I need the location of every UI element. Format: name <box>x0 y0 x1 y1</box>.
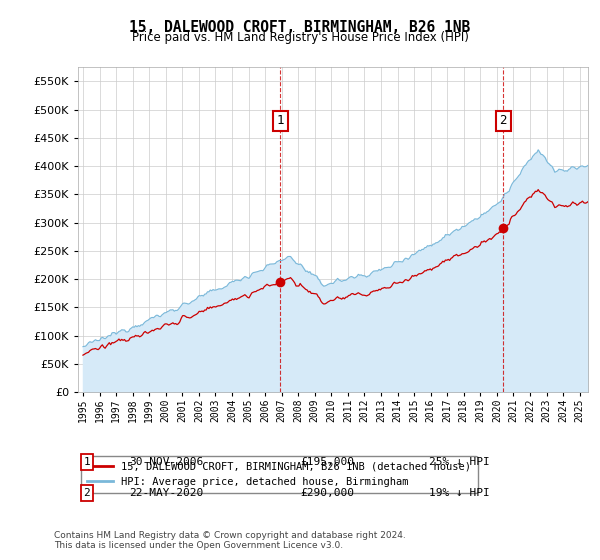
Text: 2: 2 <box>83 488 91 498</box>
Text: 2: 2 <box>500 114 507 127</box>
Text: 25% ↓ HPI: 25% ↓ HPI <box>429 457 490 467</box>
Text: 15, DALEWOOD CROFT, BIRMINGHAM, B26 1NB: 15, DALEWOOD CROFT, BIRMINGHAM, B26 1NB <box>130 20 470 35</box>
Text: 1: 1 <box>83 457 91 467</box>
Text: Contains HM Land Registry data © Crown copyright and database right 2024.
This d: Contains HM Land Registry data © Crown c… <box>54 530 406 550</box>
Text: 30-NOV-2006: 30-NOV-2006 <box>129 457 203 467</box>
Text: Price paid vs. HM Land Registry's House Price Index (HPI): Price paid vs. HM Land Registry's House … <box>131 31 469 44</box>
Text: 1: 1 <box>277 114 284 127</box>
Text: 19% ↓ HPI: 19% ↓ HPI <box>429 488 490 498</box>
Legend: 15, DALEWOOD CROFT, BIRMINGHAM, B26 1NB (detached house), HPI: Average price, de: 15, DALEWOOD CROFT, BIRMINGHAM, B26 1NB … <box>80 456 478 493</box>
Text: £195,000: £195,000 <box>300 457 354 467</box>
Text: £290,000: £290,000 <box>300 488 354 498</box>
Text: 22-MAY-2020: 22-MAY-2020 <box>129 488 203 498</box>
